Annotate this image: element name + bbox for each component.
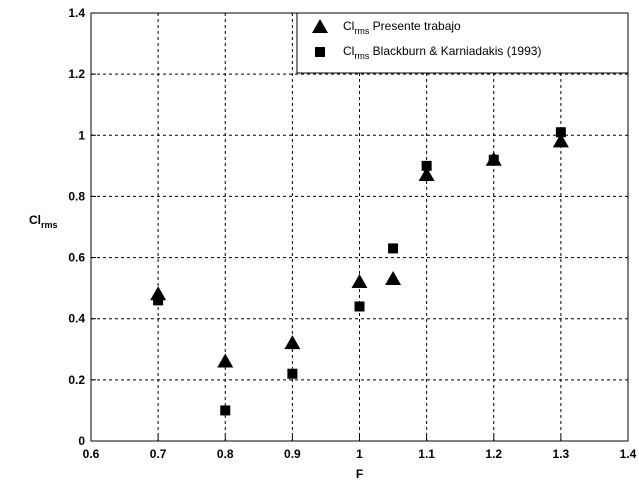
y-tick-label: 1.4 [68,6,85,20]
y-tick-label: 0.4 [68,312,85,326]
x-axis-ticks: 0.6 0.7 0.8 0.9 1 1.1 1.2 1.3 1.4 [83,436,637,461]
y-axis-ticks: 0 0.2 0.4 0.6 0.8 1 1.2 1.4 [68,6,96,448]
x-tick-label: 0.6 [83,447,100,461]
y-tick-label: 0.2 [68,373,85,387]
legend-square-marker [315,47,325,57]
data-point-square [153,295,164,306]
grid [91,13,628,441]
data-point-triangle [217,353,234,368]
legend-triangle-marker [312,19,328,33]
legend-entry-presente-trabajo: Clrms Presente trabajo [343,19,461,36]
legend: Clrms Presente trabajo Clrms Blackburn &… [296,12,629,74]
x-axis-label: F [356,467,363,481]
x-tick-label: 1.1 [418,447,435,461]
data-point-square [488,154,499,165]
x-tick-label: 0.8 [217,447,234,461]
data-point-triangle [351,274,368,289]
data-point-square [287,368,298,379]
data-point-triangle [552,133,569,148]
legend-entry-rest: Presente trabajo [369,19,461,33]
data-point-triangle [418,167,435,182]
data-point-square [354,301,365,312]
x-tick-label: 0.7 [150,447,167,461]
data-point-square [555,127,566,138]
data-point-triangle [284,335,301,350]
data-point-square [220,405,231,416]
data-point-triangle [385,270,402,285]
data-points [150,127,569,416]
x-tick-label: 1.4 [620,447,637,461]
y-axis-label-main: Cl [29,213,41,227]
legend-marker-square [315,47,325,57]
legend-entry-main: Cl [343,44,354,58]
y-tick-label: 0.6 [68,251,85,265]
legend-entry-sub: rms [354,51,369,61]
plot-frame [90,12,629,442]
legend-entry-rest: Blackburn & Karniadakis (1993) [369,44,541,58]
x-tick-label: 1 [356,447,363,461]
x-tick-label: 1.3 [553,447,570,461]
data-point-square [421,160,432,171]
y-tick-label: 0 [78,434,85,448]
legend-entry-main: Cl [343,19,354,33]
legend-box [296,12,629,74]
x-tick-label: 1.2 [485,447,502,461]
x-tick-label: 0.9 [284,447,301,461]
y-tick-label: 0.8 [68,189,85,203]
y-tick-label: 1 [78,128,85,142]
data-point-square [388,243,399,254]
y-axis-label-sub: rms [41,220,58,230]
legend-entry-blackburn-karniadakis: Clrms Blackburn & Karniadakis (1993) [343,44,541,61]
legend-marker-triangle [312,19,328,33]
y-tick-label: 1.2 [68,67,85,81]
y-axis-label: Clrms [29,213,58,230]
legend-entry-sub: rms [354,26,369,36]
